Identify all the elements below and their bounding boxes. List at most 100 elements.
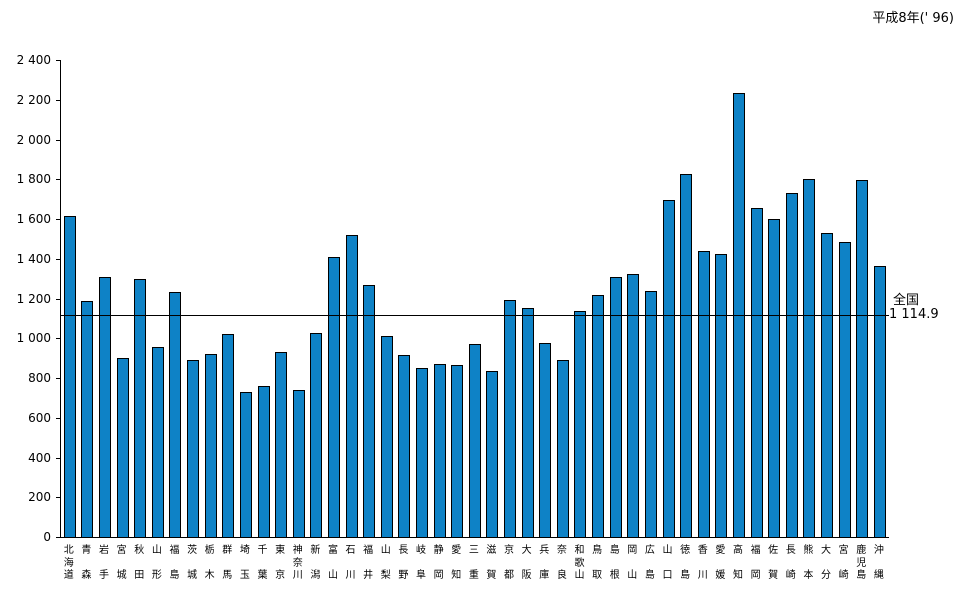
x-axis-label-栃木: 栃木 (201, 545, 219, 581)
y-axis-tick-label: 1 600 (16, 212, 51, 226)
x-axis-label-山梨: 山梨 (377, 545, 395, 581)
x-axis-label-char: 都 (504, 570, 515, 581)
x-axis-label-熊本: 熊本 (800, 545, 818, 581)
bar-岡山 (627, 273, 640, 537)
x-axis-label-宮城: 宮城 (113, 545, 131, 581)
x-axis-label-東京: 東京 (271, 545, 289, 581)
x-axis-label-char: 森 (81, 570, 92, 581)
x-axis-label-char: 沖 (873, 545, 884, 556)
x-axis-label-char: 阜 (415, 570, 426, 581)
y-axis-tick (56, 338, 61, 340)
x-axis-label-福島: 福島 (166, 545, 184, 581)
x-axis-label-北海道: 北海道 (60, 545, 78, 581)
x-axis-label-char: 京 (504, 545, 515, 556)
x-axis-label-char: 富 (327, 545, 338, 556)
x-axis-label-char: 本 (803, 570, 814, 581)
bar-cell (219, 60, 237, 537)
x-axis-label-char: 新 (310, 545, 321, 556)
bar-cell (765, 60, 783, 537)
x-axis-label-char: 山 (327, 570, 338, 581)
x-axis-label-香川: 香川 (694, 545, 712, 581)
bars-container (61, 60, 889, 537)
bar-岩手 (99, 276, 112, 537)
bar-cell (501, 60, 519, 537)
bar-cell (713, 60, 731, 537)
x-axis-labels: 北海道青森岩手宮城秋田山形福島茨城栃木群馬埼玉千葉東京神奈川新潟富山石川福井山梨… (60, 545, 888, 581)
x-axis-label-char: 島 (856, 570, 867, 581)
x-axis-label-char: 山 (380, 545, 391, 556)
y-axis-tick (56, 497, 61, 499)
x-axis-label-char: 奈 (292, 557, 303, 569)
national-average-line (61, 315, 889, 317)
x-axis-label-char: 知 (451, 570, 462, 581)
y-axis-tick (56, 179, 61, 181)
x-axis-label-char: 京 (275, 570, 286, 581)
x-axis-label-char: 岩 (99, 545, 110, 556)
bar-cell (677, 60, 695, 537)
bar-cell (237, 60, 255, 537)
bar-cell (61, 60, 79, 537)
x-axis-label-char: 埼 (239, 545, 250, 556)
bar-宮城 (116, 358, 129, 537)
x-axis-label-char: 山 (574, 570, 585, 581)
bar-栃木 (204, 354, 217, 537)
x-axis-label-char: 手 (99, 570, 110, 581)
bar-cell (554, 60, 572, 537)
x-axis-label-char: 川 (292, 570, 303, 581)
x-axis-label-char: 島 (680, 570, 691, 581)
y-axis-tick-label: 2 200 (16, 92, 51, 107)
x-axis-label-char: 滋 (486, 545, 497, 556)
y-axis-tick (56, 537, 61, 538)
x-axis-label-char: 児 (856, 557, 867, 569)
bar-cell (184, 60, 202, 537)
x-axis-label-徳島: 徳島 (676, 545, 694, 581)
x-axis-label-神奈川: 神奈川 (289, 545, 307, 581)
x-axis-label-char: 長 (785, 545, 796, 556)
x-axis-label-char: 歌 (574, 557, 585, 569)
x-axis-label-char: 木 (204, 570, 215, 581)
y-axis-tick-label: 400 (28, 450, 51, 465)
x-axis-label-char: 山 (627, 570, 638, 581)
bar-長野 (398, 355, 411, 537)
y-axis-tick (56, 60, 61, 61)
x-axis-label-char: 潟 (310, 570, 321, 581)
bar-鹿児島 (856, 180, 869, 537)
x-axis-label-char: 賀 (768, 570, 779, 581)
x-axis-label-char: 徳 (680, 545, 691, 556)
x-axis-label-char: 山 (662, 545, 673, 556)
bar-新潟 (310, 333, 323, 537)
bar-cell (448, 60, 466, 537)
bar-鳥取 (592, 294, 605, 537)
y-axis-tick (56, 298, 61, 300)
x-axis-label-char: 知 (732, 570, 743, 581)
bar-愛媛 (715, 253, 728, 537)
bar-cell (308, 60, 326, 537)
x-axis-label-福井: 福井 (359, 545, 377, 581)
bar-cell (801, 60, 819, 537)
x-axis-label-宮崎: 宮崎 (835, 545, 853, 581)
bar-茨城 (187, 360, 200, 537)
bar-高知 (732, 92, 745, 537)
x-axis-label-char: 岐 (415, 545, 426, 556)
bar-山形 (151, 347, 164, 537)
y-axis-tick (56, 219, 61, 220)
bar-cell (96, 60, 114, 537)
y-axis-tick (56, 417, 61, 419)
bar-佐賀 (768, 219, 781, 537)
bar-cell (114, 60, 132, 537)
bar-大分 (821, 232, 833, 537)
bar-cell (413, 60, 431, 537)
x-axis-label-静岡: 静岡 (430, 545, 448, 581)
x-axis-label-島根: 島根 (606, 545, 624, 581)
x-axis-label-char: 奈 (556, 545, 567, 556)
x-axis-label-char: 崎 (838, 570, 849, 581)
x-axis-label-char: 福 (169, 545, 180, 556)
bar-和歌山 (574, 311, 587, 537)
x-axis-label-char: 千 (257, 545, 268, 556)
bar-cell (836, 60, 854, 537)
x-axis-label-茨城: 茨城 (183, 545, 201, 581)
y-axis-tick-label: 1 200 (16, 291, 51, 306)
bar-宮崎 (838, 241, 851, 537)
bar-cell (642, 60, 660, 537)
x-axis-label-char: 兵 (539, 545, 550, 556)
